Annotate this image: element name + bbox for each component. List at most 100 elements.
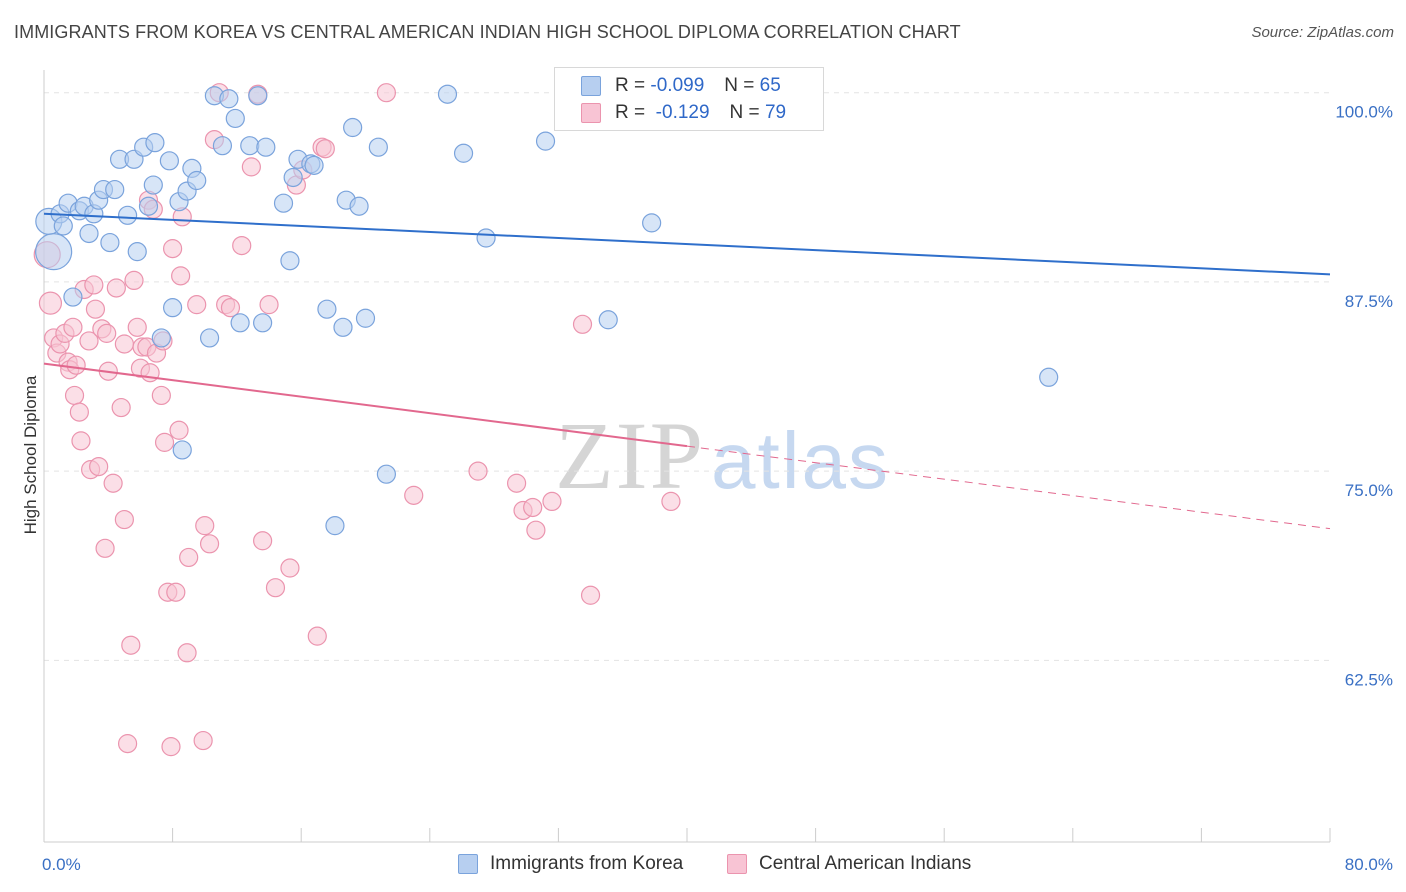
korea-point <box>143 175 163 195</box>
korea-point <box>100 232 120 253</box>
central-american-indian-point <box>195 516 215 536</box>
korea-point <box>230 313 250 333</box>
legend-item-central-american-indians[interactable]: Central American Indians <box>727 853 971 875</box>
central-american-indian-point <box>523 497 543 518</box>
korea-point <box>368 137 388 157</box>
korea-point <box>317 299 337 319</box>
legend-label-korea: Immigrants from Korea <box>490 853 684 874</box>
korea-point <box>453 143 474 163</box>
korea-point <box>280 251 300 271</box>
legend-r-value-central-american-indians: -0.129 <box>655 102 710 123</box>
korea-point <box>349 196 369 216</box>
korea-point <box>283 167 303 188</box>
y-tick-label: 75.0% <box>1345 481 1393 500</box>
x-tick-label: 0.0% <box>42 855 81 874</box>
central-american-indian-point <box>404 485 424 505</box>
central-american-indian-point <box>38 291 63 315</box>
central-american-indian-point <box>161 737 181 757</box>
central-american-indian-point <box>572 314 593 334</box>
legend-swatch-korea <box>581 76 601 96</box>
central-american-indian-point <box>117 734 138 754</box>
central-american-indian-point <box>114 334 134 354</box>
korea-point <box>53 216 73 236</box>
central-american-indian-point <box>111 397 131 418</box>
central-american-indian-point <box>71 431 91 451</box>
korea-point <box>535 131 556 151</box>
central-american-indian-point <box>66 355 86 375</box>
central-american-indian-point <box>151 385 171 406</box>
central-american-indian-point <box>220 298 241 318</box>
legend-r-label: R = <box>615 102 646 123</box>
korea-point <box>117 205 138 225</box>
legend-item-korea[interactable]: Immigrants from Korea <box>458 853 683 875</box>
series-central-american-indians <box>33 83 681 757</box>
legend-swatch-central-american-indians <box>581 103 601 123</box>
y-tick-label: 62.5% <box>1345 670 1393 689</box>
central-american-indian-point <box>280 558 300 578</box>
trend-lines <box>43 212 1331 530</box>
korea-point <box>163 298 183 318</box>
central-american-indian-point <box>315 139 335 159</box>
korea-point <box>304 155 324 175</box>
korea-point <box>35 233 73 271</box>
central-american-indian-point <box>526 520 546 540</box>
central-american-indian-point <box>661 491 681 512</box>
central-american-indian-point <box>177 643 197 663</box>
central-american-indian-point <box>171 266 191 286</box>
grid-lines <box>44 92 1330 661</box>
central-american-indian-point <box>127 317 147 337</box>
central-american-indian-point <box>103 473 123 493</box>
korea-point <box>343 117 363 138</box>
central-american-indian-point <box>124 270 144 291</box>
central-american-indian-point <box>253 531 273 551</box>
central-american-indian-point <box>63 317 83 337</box>
y-tick-label: 100.0% <box>1335 103 1393 122</box>
korea-point <box>225 108 245 129</box>
central-american-indian-point <box>97 323 117 343</box>
central-american-indian-point <box>79 331 99 351</box>
trend-line-korea <box>43 212 1331 276</box>
korea-point <box>248 86 268 106</box>
central-american-indian-point <box>307 626 327 646</box>
legend-swatch-central-american-indians <box>727 854 747 874</box>
korea-point <box>127 242 147 262</box>
central-american-indian-point <box>265 578 286 598</box>
legend-label-central-american-indians: Central American Indians <box>759 853 972 874</box>
legend-r-label: R = <box>615 75 646 96</box>
legend-n-value-korea: 65 <box>759 75 781 96</box>
series-legend: Immigrants from Korea Central American I… <box>0 851 1406 879</box>
korea-point <box>172 440 192 460</box>
korea-point <box>138 196 159 216</box>
korea-point <box>355 308 376 328</box>
central-american-indian-point <box>114 509 134 530</box>
series-immigrants-from-korea <box>35 83 1059 536</box>
korea-point <box>256 137 276 157</box>
central-american-indian-point <box>507 473 527 493</box>
central-american-indian-point <box>89 456 109 477</box>
central-american-indian-point <box>69 402 89 422</box>
korea-point <box>253 313 273 333</box>
korea-point <box>212 136 233 156</box>
y-axis-label: High School Diploma <box>21 375 40 534</box>
legend-n-value-central-american-indians: 79 <box>764 102 787 123</box>
korea-point <box>187 170 207 191</box>
zipatlas-watermark: ZIPatlas <box>555 400 890 511</box>
central-american-indian-point <box>169 420 189 440</box>
trend-line-central-american-indians-extension <box>686 445 1331 530</box>
central-american-indian-point <box>376 83 396 103</box>
y-tick-label: 87.5% <box>1345 292 1393 311</box>
central-american-indian-point <box>84 275 104 295</box>
legend-row-central-american-indians: R = -0.129 N = 79 <box>581 100 786 126</box>
legend-n-label: N = <box>729 102 760 123</box>
korea-point <box>376 464 396 484</box>
korea-point <box>333 317 353 337</box>
legend-r-value-korea: -0.099 <box>650 75 705 96</box>
central-american-indian-point <box>187 295 207 315</box>
central-american-indian-point <box>106 278 126 298</box>
central-american-indian-point <box>154 432 175 452</box>
axes <box>43 70 1331 843</box>
watermark-zip: ZIP <box>555 402 705 509</box>
legend-row-korea: R = -0.099 N = 65 <box>581 73 781 99</box>
chart-title: IMMIGRANTS FROM KOREA VS CENTRAL AMERICA… <box>14 22 961 42</box>
